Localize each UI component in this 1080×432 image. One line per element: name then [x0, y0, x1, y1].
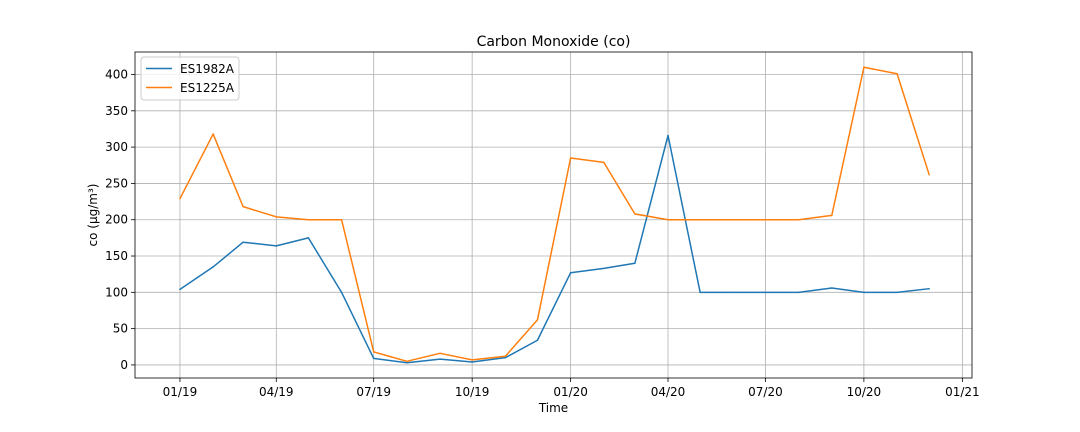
plot-area: [179, 66, 930, 364]
data-point-es1225a: [667, 218, 669, 221]
data-point-es1982a: [179, 288, 181, 291]
data-point-es1982a: [242, 241, 244, 243]
data-point-es1225a: [406, 360, 408, 363]
x-axis: 01/19 04/19 07/19 10/19 01/20 04/20 07/20 10/20…: [163, 378, 980, 399]
data-point-es1225a: [797, 218, 800, 221]
data-point-es1982a: [439, 358, 441, 360]
data-point-es1225a: [504, 355, 507, 357]
data-point-es1225a: [569, 157, 572, 159]
series-line-es1225a: [179, 66, 930, 363]
data-point-es1982a: [667, 134, 669, 137]
data-point-es1982a: [536, 339, 539, 341]
legend-label-es1225a: ES1225A: [180, 81, 235, 95]
x-tick-label: 01/20: [553, 385, 588, 399]
data-point-es1982a: [831, 287, 833, 289]
data-point-es1225a: [275, 216, 278, 218]
data-point-es1225a: [307, 218, 310, 221]
y-tick-label: 50: [113, 322, 128, 336]
y-axis-label: co (µg/m³): [86, 184, 100, 247]
x-tick-label: 10/19: [455, 385, 490, 399]
data-point-es1225a: [863, 66, 865, 68]
x-tick-label: 01/19: [163, 385, 198, 399]
data-point-es1982a: [307, 237, 310, 239]
x-tick-label: 01/21: [945, 385, 980, 399]
y-tick-label: 150: [105, 249, 128, 263]
data-point-es1225a: [603, 161, 605, 164]
y-tick-label: 300: [105, 140, 128, 154]
data-point-es1982a: [732, 291, 735, 294]
y-tick-label: 100: [105, 285, 128, 299]
y-tick-label: 0: [120, 358, 128, 372]
y-tick-label: 200: [105, 213, 128, 227]
data-point-es1225a: [831, 214, 833, 217]
data-point-es1982a: [275, 245, 278, 247]
data-point-es1982a: [406, 362, 408, 364]
y-tick-label: 400: [105, 68, 128, 82]
data-point-es1982a: [212, 266, 214, 268]
series-line-es1982a: [179, 134, 930, 364]
data-point-es1982a: [928, 287, 930, 290]
data-point-es1225a: [242, 205, 244, 208]
data-point-es1225a: [634, 213, 636, 215]
data-point-es1225a: [340, 218, 343, 221]
data-point-es1225a: [928, 173, 930, 176]
data-point-es1982a: [699, 291, 701, 294]
data-point-es1982a: [340, 291, 343, 294]
x-tick-label: 07/20: [748, 385, 783, 399]
data-point-es1982a: [569, 271, 572, 274]
data-point-es1225a: [536, 319, 539, 321]
y-tick-label: 350: [105, 104, 128, 118]
data-point-es1982a: [603, 267, 605, 270]
data-point-es1225a: [896, 73, 898, 75]
y-tick-label: 250: [105, 176, 128, 190]
data-point-es1982a: [634, 262, 636, 265]
x-tick-label: 07/19: [356, 385, 391, 399]
data-point-es1225a: [212, 133, 214, 135]
x-axis-label: Time: [538, 401, 568, 415]
data-point-es1982a: [504, 356, 507, 359]
data-point-es1225a: [439, 352, 441, 355]
data-point-es1982a: [372, 357, 375, 360]
data-point-es1225a: [764, 218, 767, 221]
y-axis: 0 50 100 150 200 250 300 350 400: [105, 68, 135, 372]
data-point-es1982a: [797, 291, 800, 294]
data-point-es1982a: [863, 291, 865, 294]
data-point-es1982a: [764, 291, 767, 294]
x-tick-label: 04/20: [651, 385, 686, 399]
axes-frame: [134, 51, 973, 379]
data-point-es1225a: [372, 351, 375, 353]
legend: ES1982A ES1225A: [140, 56, 240, 101]
data-point-es1982a: [471, 361, 473, 363]
x-tick-label: 10/20: [847, 385, 882, 399]
data-point-es1982a: [896, 291, 898, 294]
chart-title: Carbon Monoxide (co): [477, 34, 631, 50]
x-tick-label: 04/19: [259, 385, 294, 399]
data-point-es1225a: [179, 197, 181, 200]
data-point-es1225a: [699, 218, 701, 221]
grid: [135, 52, 972, 378]
data-point-es1225a: [471, 359, 473, 361]
legend-label-es1982a: ES1982A: [180, 62, 235, 76]
data-point-es1225a: [732, 218, 735, 221]
